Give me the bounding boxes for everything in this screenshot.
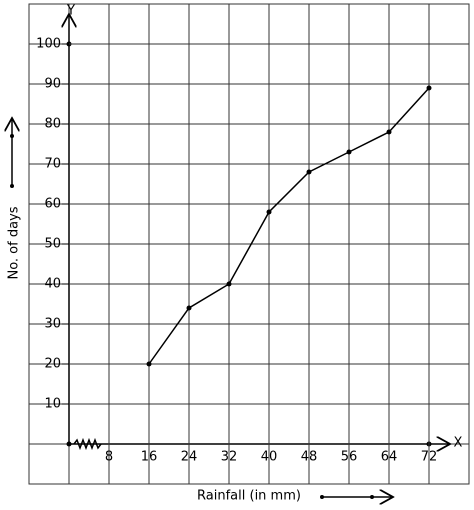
x-tick-label: 8 (105, 450, 113, 465)
arrow-dot (320, 495, 324, 499)
x-tick-label: 16 (141, 450, 158, 465)
x-tick-label: 40 (261, 450, 278, 465)
y-tick-label: 10 (44, 397, 61, 412)
y-tick-label: 70 (44, 157, 61, 172)
data-point (386, 129, 392, 135)
data-point (426, 85, 432, 91)
y-axis-name: Y (66, 4, 75, 19)
y-tick-label: 90 (44, 77, 61, 92)
x-tick-label: 64 (381, 450, 398, 465)
data-point (146, 361, 152, 367)
x-tick-label: 32 (221, 450, 238, 465)
arrow-dot (10, 184, 14, 188)
data-point (306, 169, 312, 175)
x-tick-label: 48 (301, 450, 318, 465)
y-tick-label: 30 (44, 317, 61, 332)
x-tick-label: 72 (421, 450, 438, 465)
origin-dot (66, 441, 72, 447)
axis-break (73, 437, 102, 451)
data-point (186, 305, 192, 311)
x-axis-label: Rainfall (in mm) (197, 489, 301, 504)
x-tick-label: 24 (181, 450, 198, 465)
y-tick-label: 20 (44, 357, 61, 372)
arrow-dot (10, 134, 14, 138)
data-point (346, 149, 352, 155)
y-tick-label: 50 (44, 237, 61, 252)
y-tick-label: 60 (44, 197, 61, 212)
arrow-dot (370, 495, 374, 499)
y-tick-label: 100 (36, 37, 61, 52)
y-tick-label: 40 (44, 277, 61, 292)
data-point (226, 281, 232, 287)
data-line (148, 87, 430, 365)
y-tick-label: 80 (44, 117, 61, 132)
y-axis-label: No. of days (7, 206, 22, 279)
x-tick-label: 56 (341, 450, 358, 465)
x-axis-name: X (454, 436, 463, 451)
data-point (266, 209, 272, 215)
